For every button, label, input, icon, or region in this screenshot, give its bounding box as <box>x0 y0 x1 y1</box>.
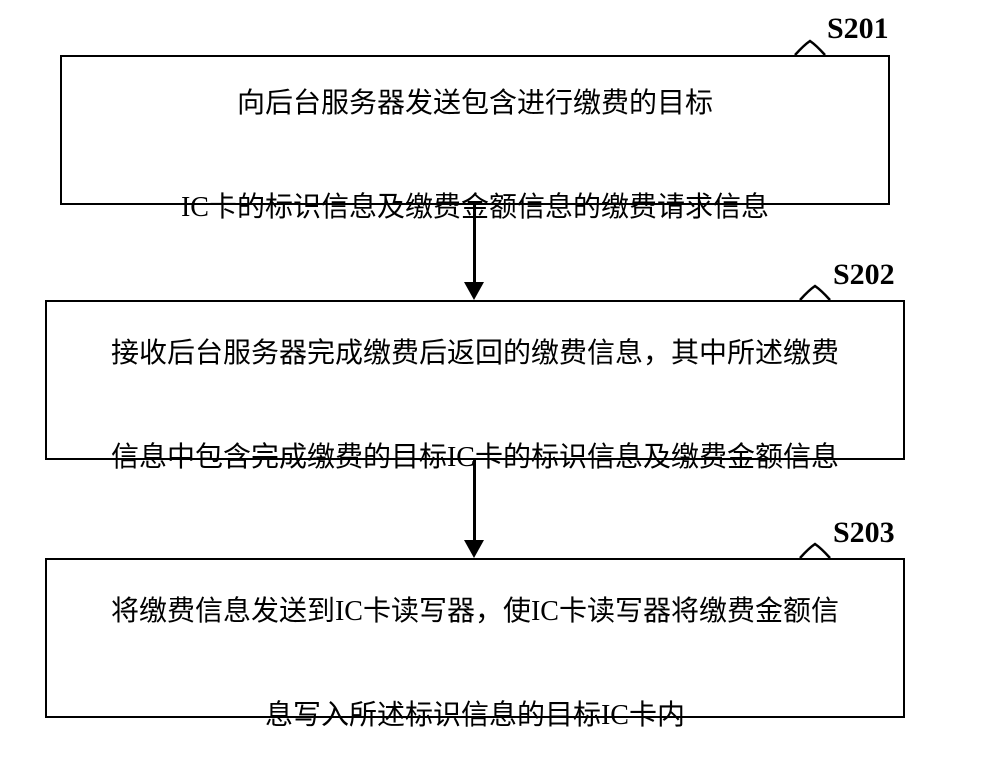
node-s202: 接收后台服务器完成缴费后返回的缴费信息，其中所述缴费 信息中包含完成缴费的目标I… <box>45 300 905 460</box>
node-s202-text: 接收后台服务器完成缴费后返回的缴费信息，其中所述缴费 信息中包含完成缴费的目标I… <box>111 276 839 483</box>
arrow-s201-s202-line <box>473 205 476 283</box>
flowchart-canvas: 向后台服务器发送包含进行缴费的目标 IC卡的标识信息及缴费金额信息的缴费请求信息… <box>0 0 1000 759</box>
tick-s203 <box>798 536 833 564</box>
node-s202-line1: 接收后台服务器完成缴费后返回的缴费信息，其中所述缴费 <box>111 338 839 369</box>
tick-s201 <box>793 33 828 61</box>
node-s203-text: 将缴费信息发送到IC卡读写器，使IC卡读写器将缴费金额信 息写入所述标识信息的目… <box>111 534 839 741</box>
label-s202: S202 <box>833 258 895 292</box>
tick-s202 <box>798 278 833 306</box>
node-s201-text: 向后台服务器发送包含进行缴费的目标 IC卡的标识信息及缴费金额信息的缴费请求信息 <box>181 26 769 233</box>
node-s203: 将缴费信息发送到IC卡读写器，使IC卡读写器将缴费金额信 息写入所述标识信息的目… <box>45 558 905 718</box>
label-s201: S201 <box>827 12 889 46</box>
node-s203-line2: 息写入所述标识信息的目标IC卡内 <box>265 700 685 731</box>
node-s203-line1: 将缴费信息发送到IC卡读写器，使IC卡读写器将缴费金额信 <box>111 596 839 627</box>
node-s201: 向后台服务器发送包含进行缴费的目标 IC卡的标识信息及缴费金额信息的缴费请求信息 <box>60 55 890 205</box>
label-s203: S203 <box>833 516 895 550</box>
arrow-s202-s203-line <box>473 460 476 540</box>
node-s201-line1: 向后台服务器发送包含进行缴费的目标 <box>237 88 713 119</box>
